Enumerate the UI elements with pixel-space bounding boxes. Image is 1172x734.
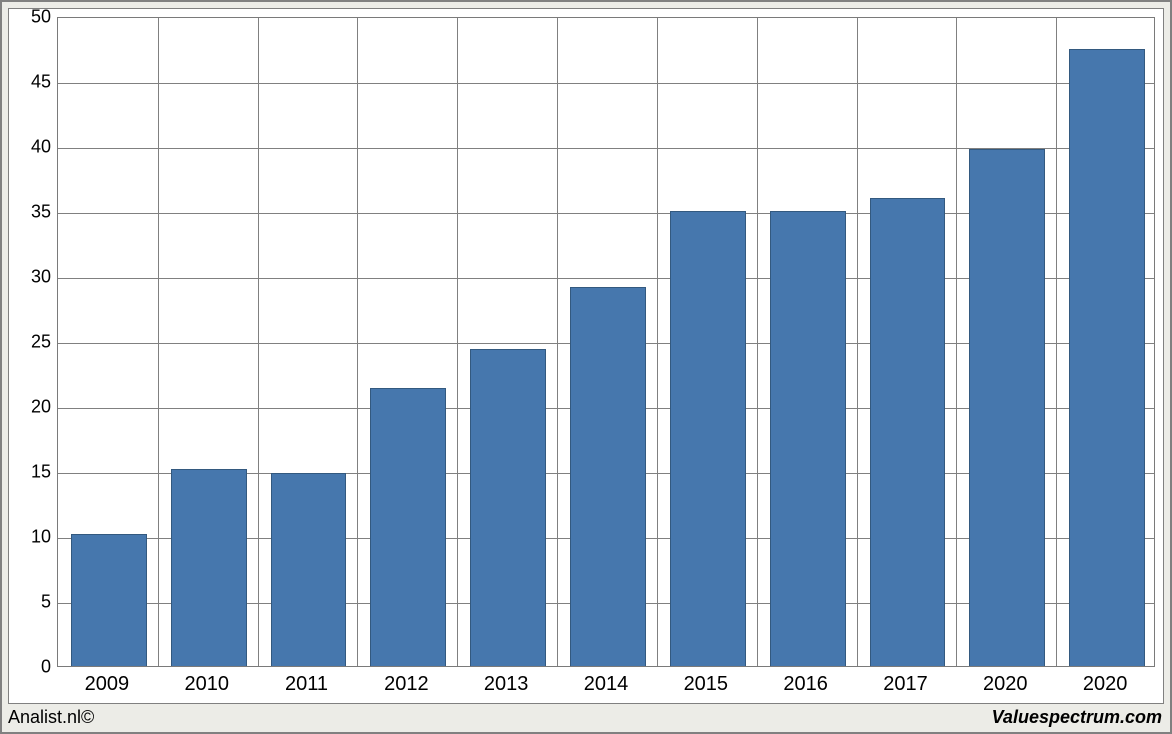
gridline-v	[557, 18, 558, 666]
chart-inner: 0 5 10 15 20 25 30 35 40 45 50 2009 2010 2011 2012 201…	[8, 8, 1164, 704]
x-tick-label: 2013	[484, 673, 529, 696]
footer-left-text: Analist.nl©	[8, 707, 94, 728]
x-tick-label: 2016	[783, 673, 828, 696]
x-tick-label: 2015	[684, 673, 729, 696]
bar	[969, 149, 1045, 666]
y-tick-label: 35	[11, 202, 51, 223]
x-tick-label: 2020	[1083, 673, 1128, 696]
gridline-v	[657, 18, 658, 666]
bar	[271, 473, 347, 666]
gridline-v	[757, 18, 758, 666]
x-tick-label: 2017	[883, 673, 928, 696]
gridline-h	[58, 83, 1154, 84]
y-tick-label: 0	[11, 657, 51, 678]
bar	[570, 287, 646, 666]
bar	[71, 534, 147, 666]
gridline-v	[258, 18, 259, 666]
y-tick-label: 25	[11, 332, 51, 353]
x-tick-label: 2012	[384, 673, 429, 696]
bar	[670, 211, 746, 666]
gridline-v	[857, 18, 858, 666]
bar	[1069, 49, 1145, 666]
x-tick-label: 2020	[983, 673, 1028, 696]
y-tick-label: 30	[11, 267, 51, 288]
y-tick-label: 10	[11, 527, 51, 548]
bar	[171, 469, 247, 666]
bar	[370, 388, 446, 666]
x-tick-label: 2014	[584, 673, 629, 696]
y-tick-label: 20	[11, 397, 51, 418]
x-tick-label: 2009	[85, 673, 130, 696]
y-tick-label: 15	[11, 462, 51, 483]
footer-right-text: Valuespectrum.com	[992, 707, 1162, 728]
gridline-v	[956, 18, 957, 666]
bar	[470, 349, 546, 666]
plot-area	[57, 17, 1155, 667]
y-tick-label: 40	[11, 137, 51, 158]
gridline-v	[1056, 18, 1057, 666]
chart-frame: 0 5 10 15 20 25 30 35 40 45 50 2009 2010 2011 2012 201…	[0, 0, 1172, 734]
x-tick-label: 2010	[184, 673, 229, 696]
gridline-v	[457, 18, 458, 666]
gridline-v	[158, 18, 159, 666]
bar	[870, 198, 946, 666]
y-tick-label: 5	[11, 592, 51, 613]
y-tick-label: 50	[11, 7, 51, 28]
gridline-v	[357, 18, 358, 666]
y-tick-label: 45	[11, 72, 51, 93]
bar	[770, 211, 846, 666]
x-tick-label: 2011	[285, 673, 328, 696]
